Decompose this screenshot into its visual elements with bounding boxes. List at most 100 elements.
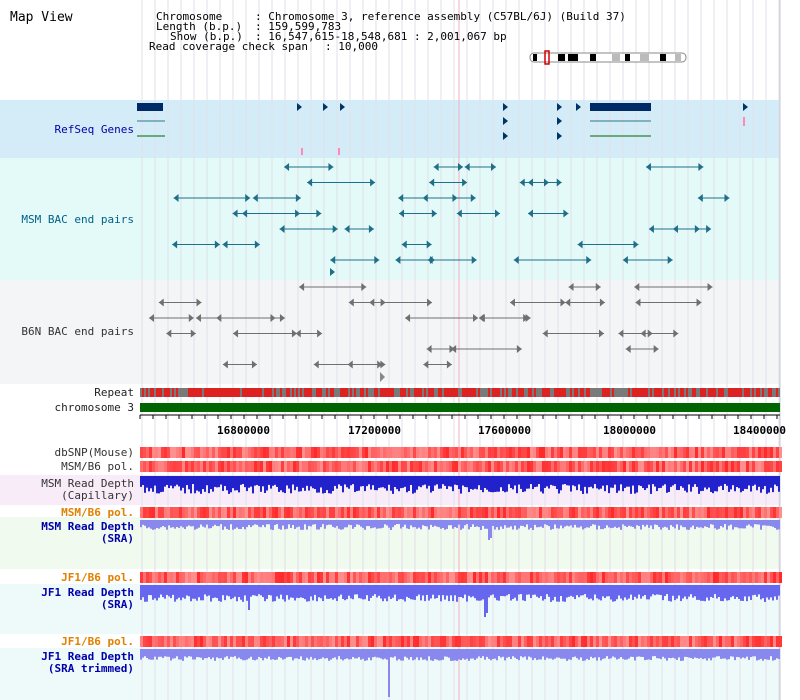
dbsnp-cell [536,447,539,458]
dbsnp-cell [755,447,758,458]
jf1-trim-depth-bar [466,649,468,659]
msm-bac-label[interactable]: MSM BAC end pairs [21,213,134,226]
jf1-trim-depth-bar [366,649,368,661]
msm-cap-depth-bar [548,476,550,489]
msm-bac-end [254,240,260,249]
msm-sra-depth-bar [526,520,528,525]
repeat-segment [432,388,434,397]
repeat-segment [214,388,216,397]
repeat-segment [292,388,294,397]
dbsnp-cell [572,447,575,458]
msm-sra-label-1[interactable]: MSM Read Depth [41,520,134,533]
msm-sra-depth-bar [778,520,780,530]
msm-pol-cell [395,461,398,472]
jf1-pol2-cell [515,636,518,647]
msm-cap-depth-bar [746,476,748,490]
repeat-segment [750,388,752,397]
msm-pol-cell [353,461,356,472]
msm-cap-depth-bar [248,476,250,488]
msm-cap-label-1[interactable]: MSM Read Depth [41,477,134,490]
msm-bac-end [698,163,704,171]
jf1-trim-depth-bar [404,649,406,657]
jf1-pol2-cell [755,636,758,647]
jf1-pol-cell [473,572,476,583]
dbsnp-cell [206,447,209,458]
jf1-pol2-cell [740,636,743,647]
repeat-segment [560,388,562,397]
msm-sra-depth-bar [142,520,144,525]
msm-cap-depth-bar [486,476,488,490]
jf1-trim-depth-bar [312,649,314,660]
msm-pol2-cell [146,507,149,518]
jf1-sra-depth-bar [396,585,398,601]
jf1-pol-cell [419,572,422,583]
repeat-segment [280,388,282,397]
jf1-sra-depth-bar [372,585,374,596]
repeat-segment [258,388,260,397]
dbsnp-label[interactable]: dbSNP(Mouse) [54,446,134,459]
jf1-sra-label-1[interactable]: JF1 Read Depth [41,586,134,599]
jf1-sra-depth-bar [534,585,536,595]
jf1-pol-cell [209,572,212,583]
msm-sra-depth-bar [338,520,340,529]
msm-cap-depth-bar [632,476,634,486]
jf1-pol2-cell [728,636,731,647]
msm-b6-pol-label-2[interactable]: MSM/B6 pol. [61,506,134,519]
jf1-trim-depth-bar [698,649,700,659]
jf1-sra-depth-bar [200,585,202,601]
jf1-pol2-cell [689,636,692,647]
msm-cap-depth-bar [218,476,220,488]
repeat-segment [692,388,694,397]
jf1-trim-depth-bar [170,649,172,661]
msm-sra-depth-bar [488,520,490,540]
jf1-sra-depth-bar [674,585,676,601]
msm-pol2-cell [635,507,638,518]
msm-pol2-cell [473,507,476,518]
jf1-sra-depth-bar [174,585,176,602]
jf1-pol2-cell [770,636,773,647]
jf1-trim-depth-bar [630,649,632,657]
dbsnp-cell [653,447,656,458]
jf1-pol2-cell [527,636,530,647]
dbsnp-cell [431,447,434,458]
jf1-sra-depth-bar [768,585,770,600]
jf1-trim-label-1[interactable]: JF1 Read Depth [41,650,134,663]
jf1-trim-depth-bar [270,649,272,660]
b6n-bac-label[interactable]: B6N BAC end pairs [21,325,134,338]
msm-cap-depth-bar [652,476,654,485]
msm-sra-depth-bar [554,520,556,525]
msm-pol2-cell [617,507,620,518]
msm-pol-cell [434,461,437,472]
msm-cap-depth-bar [356,476,358,492]
msm-sra-depth-bar [318,520,320,530]
msm-sra-depth-bar [530,520,532,528]
dbsnp-cell [659,447,662,458]
dbsnp-cell [368,447,371,458]
repeat-segment [476,388,478,397]
b6n-bac-end [216,314,222,322]
jf1-b6-pol-label-2[interactable]: JF1/B6 pol. [61,635,134,648]
jf1-trim-depth-bar [594,649,596,658]
jf1-sra-depth-bar [268,585,270,596]
jf1-sra-depth-bar [452,585,454,602]
jf1-pol-cell [302,572,305,583]
refseq-genes-label[interactable]: RefSeq Genes [54,123,134,136]
jf1-b6-pol-label[interactable]: JF1/B6 pol. [61,571,134,584]
msm-pol-cell [380,461,383,472]
repeat-segment [250,388,252,397]
jf1-sra-depth-bar [298,585,300,599]
jf1-sra-depth-bar [184,585,186,599]
msm-cap-depth-bar [184,476,186,494]
jf1-sra-depth-bar [602,585,604,597]
msm-sra-depth-bar [640,520,642,530]
msm-b6-pol-label[interactable]: MSM/B6 pol. [61,460,134,473]
jf1-pol2-cell [776,636,779,647]
jf1-pol-cell [548,572,551,583]
msm-sra-depth-bar [594,520,596,525]
jf1-pol-cell [752,572,755,583]
dbsnp-cell [482,447,485,458]
repeat-segment [758,388,760,397]
jf1-pol-cell [158,572,161,583]
msm-pol-cell [668,461,671,472]
